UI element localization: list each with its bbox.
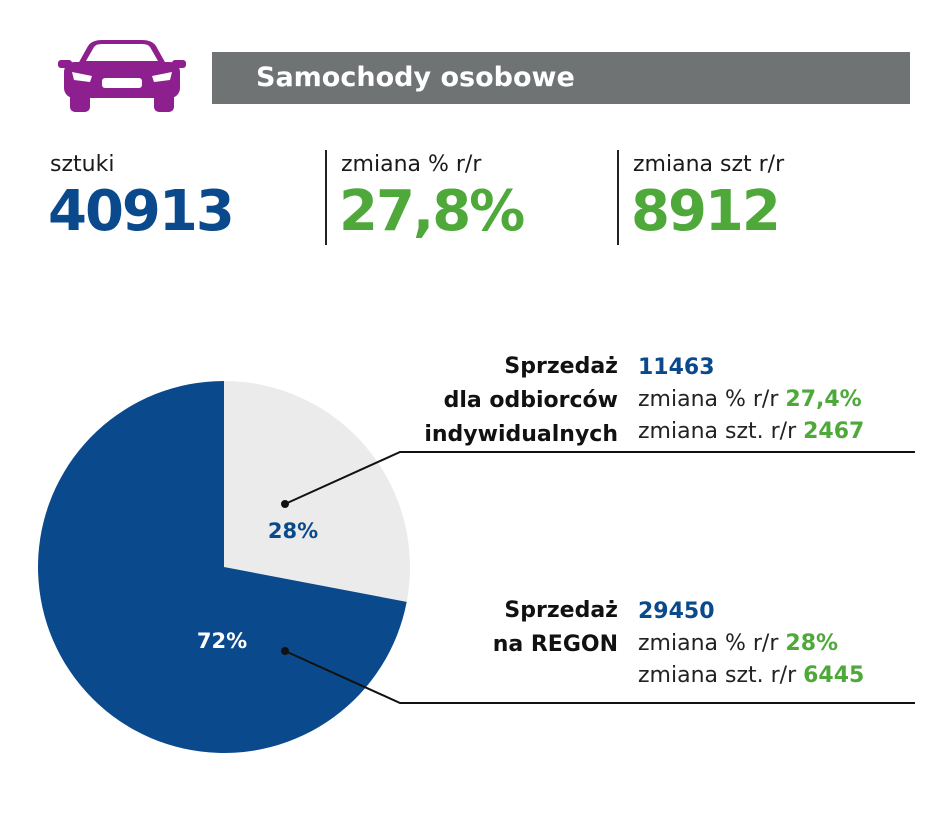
info-values-regon: 29450 zmiana % r/r 28% zmiana szt. r/r 6… bbox=[638, 596, 864, 692]
info-values-individual: 11463 zmiana % r/r 27,4% zmiana szt. r/r… bbox=[638, 352, 864, 448]
pie-slice-72 bbox=[37, 381, 407, 753]
stat-divider bbox=[617, 150, 619, 245]
stat-label-units: sztuki bbox=[50, 152, 115, 177]
stat-label-qty: zmiana szt r/r bbox=[633, 152, 785, 177]
pie-label-28: 28% bbox=[268, 519, 318, 543]
stat-value-units: 40913 bbox=[48, 179, 235, 244]
stat-value-qty: 8912 bbox=[631, 179, 781, 244]
info-total-individual: 11463 bbox=[638, 355, 715, 380]
car-icon bbox=[58, 40, 186, 112]
stat-value-pct: 27,8% bbox=[339, 179, 525, 244]
stat-label-pct: zmiana % r/r bbox=[341, 152, 482, 177]
info-qty-individual: zmiana szt. r/r 2467 bbox=[638, 419, 865, 444]
info-pct-individual: zmiana % r/r 27,4% bbox=[638, 387, 862, 412]
info-qty-regon: zmiana szt. r/r 6445 bbox=[638, 663, 865, 688]
pie-chart: 28% 72% bbox=[37, 381, 915, 753]
leader-line-individual bbox=[281, 451, 915, 508]
info-title-regon: Sprzedaż na REGON bbox=[492, 598, 618, 657]
info-pct-regon: zmiana % r/r 28% bbox=[638, 631, 839, 656]
stat-divider bbox=[325, 150, 327, 245]
leader-line-regon bbox=[281, 647, 915, 704]
pie-slice-28 bbox=[224, 381, 410, 602]
page-title: Samochody osobowe bbox=[212, 52, 910, 104]
info-title-individual: Sprzedaż dla odbiorców indywidualnych bbox=[424, 354, 618, 447]
info-total-regon: 29450 bbox=[638, 599, 715, 624]
pie-label-72: 72% bbox=[197, 629, 247, 653]
